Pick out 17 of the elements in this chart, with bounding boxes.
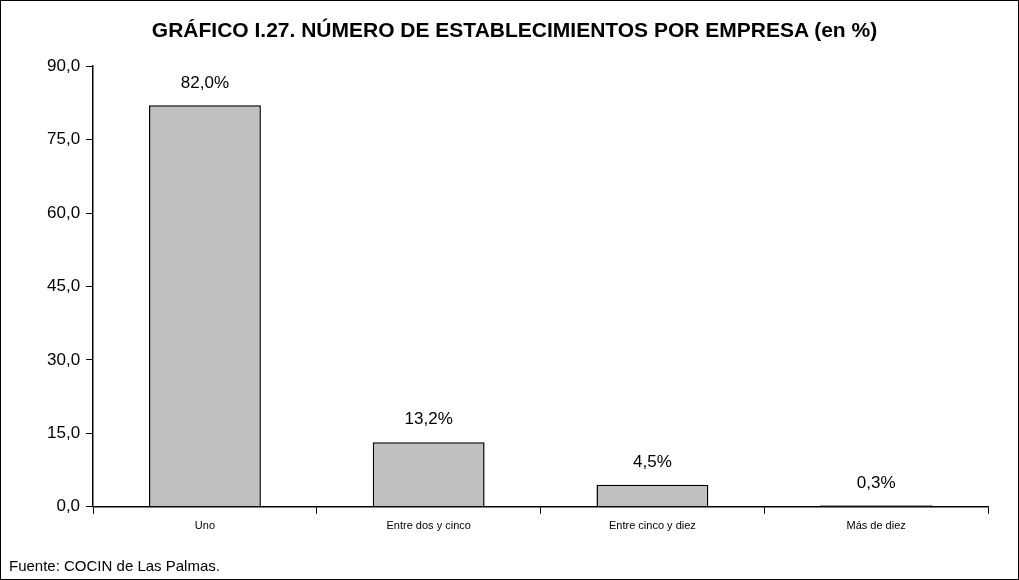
y-tick-label: 0,0 bbox=[56, 496, 81, 516]
data-label: 13,2% bbox=[404, 409, 453, 429]
y-tick-label: 90,0 bbox=[46, 55, 81, 75]
data-label: 4,5% bbox=[633, 451, 672, 471]
data-label: 0,3% bbox=[856, 472, 896, 492]
x-tick-label: Entre cinco y diez bbox=[608, 519, 696, 532]
y-tick-label: 30,0 bbox=[46, 349, 81, 369]
y-tick-label: 45,0 bbox=[46, 276, 81, 296]
x-tick-label: Entre dos y cinco bbox=[386, 519, 471, 532]
y-tick-label: 15,0 bbox=[46, 423, 81, 443]
source-note: Fuente: COCIN de Las Palmas. bbox=[9, 557, 220, 574]
data-label: 82,0% bbox=[180, 72, 230, 92]
x-tick-label: Uno bbox=[194, 519, 216, 532]
y-tick-label: 75,0 bbox=[46, 129, 81, 149]
y-tick-label: 60,0 bbox=[46, 202, 81, 222]
chart-title: GRÁFICO I.27. NÚMERO DE ESTABLECIMIENTOS POR EMPRESA (en %) bbox=[151, 18, 878, 42]
x-tick-label: Más de diez bbox=[846, 519, 906, 532]
